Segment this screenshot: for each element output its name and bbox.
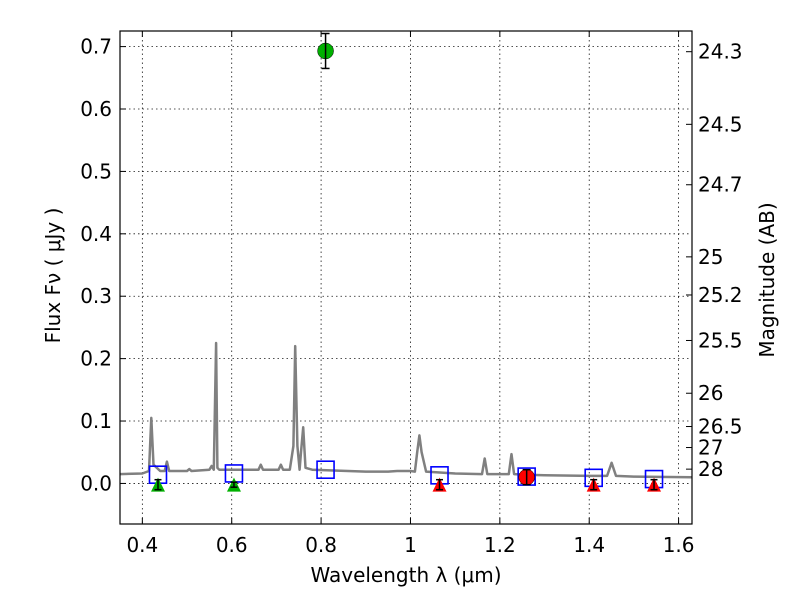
y2-tick-label: 25.5 bbox=[698, 328, 743, 352]
plot-frame bbox=[119, 30, 693, 525]
y-tick-label: 0.7 bbox=[80, 35, 112, 59]
y2-axis-label: Magnitude (AB) bbox=[755, 202, 779, 357]
y-tick-label: 0.6 bbox=[80, 97, 112, 121]
data-markers bbox=[148, 32, 664, 492]
x-tick-label: 0.4 bbox=[126, 533, 158, 557]
y2-tick-label: 24.7 bbox=[698, 173, 743, 197]
x-tick-label: 1.4 bbox=[573, 533, 605, 557]
y-axis-ticks: 0.0 0.1 0.2 0.3 0.4 0.5 0.6 0.7 bbox=[80, 35, 126, 495]
y-tick-label: 0.2 bbox=[80, 347, 112, 371]
y-tick-label: 0.5 bbox=[80, 159, 112, 183]
x-tick-label: 0.6 bbox=[216, 533, 248, 557]
y2-tick-label: 27 bbox=[698, 436, 723, 460]
x-axis-label: Wavelength λ (μm) bbox=[310, 563, 501, 587]
y-tick-label: 0.3 bbox=[80, 284, 112, 308]
y2-tick-label: 28 bbox=[698, 457, 723, 481]
x-tick-label: 1.6 bbox=[663, 533, 695, 557]
y2-tick-label: 25.2 bbox=[698, 283, 743, 307]
y2-tick-label: 25 bbox=[698, 245, 723, 269]
template-spectrum bbox=[119, 341, 693, 479]
y-tick-label: 0.1 bbox=[80, 409, 112, 433]
spectrum-line bbox=[119, 341, 693, 479]
x-tick-label: 0.8 bbox=[305, 533, 337, 557]
y-tick-label: 0.4 bbox=[80, 222, 112, 246]
model-square bbox=[316, 460, 335, 480]
grid bbox=[120, 31, 692, 524]
x-tick-label: 1 bbox=[404, 533, 417, 557]
y2-tick-label: 26.5 bbox=[698, 415, 743, 439]
y2-tick-label: 24.5 bbox=[698, 112, 743, 136]
x-tick-label: 1.2 bbox=[484, 533, 516, 557]
y2-tick-label: 26 bbox=[698, 381, 723, 405]
y-tick-label: 0.0 bbox=[80, 471, 112, 495]
y2-tick-label: 24.3 bbox=[698, 40, 743, 64]
x-axis-ticks: 0.4 0.6 0.8 1 1.2 1.4 1.6 bbox=[126, 31, 695, 557]
y-axis-label: Flux Fν ( μJy ) bbox=[41, 208, 65, 344]
